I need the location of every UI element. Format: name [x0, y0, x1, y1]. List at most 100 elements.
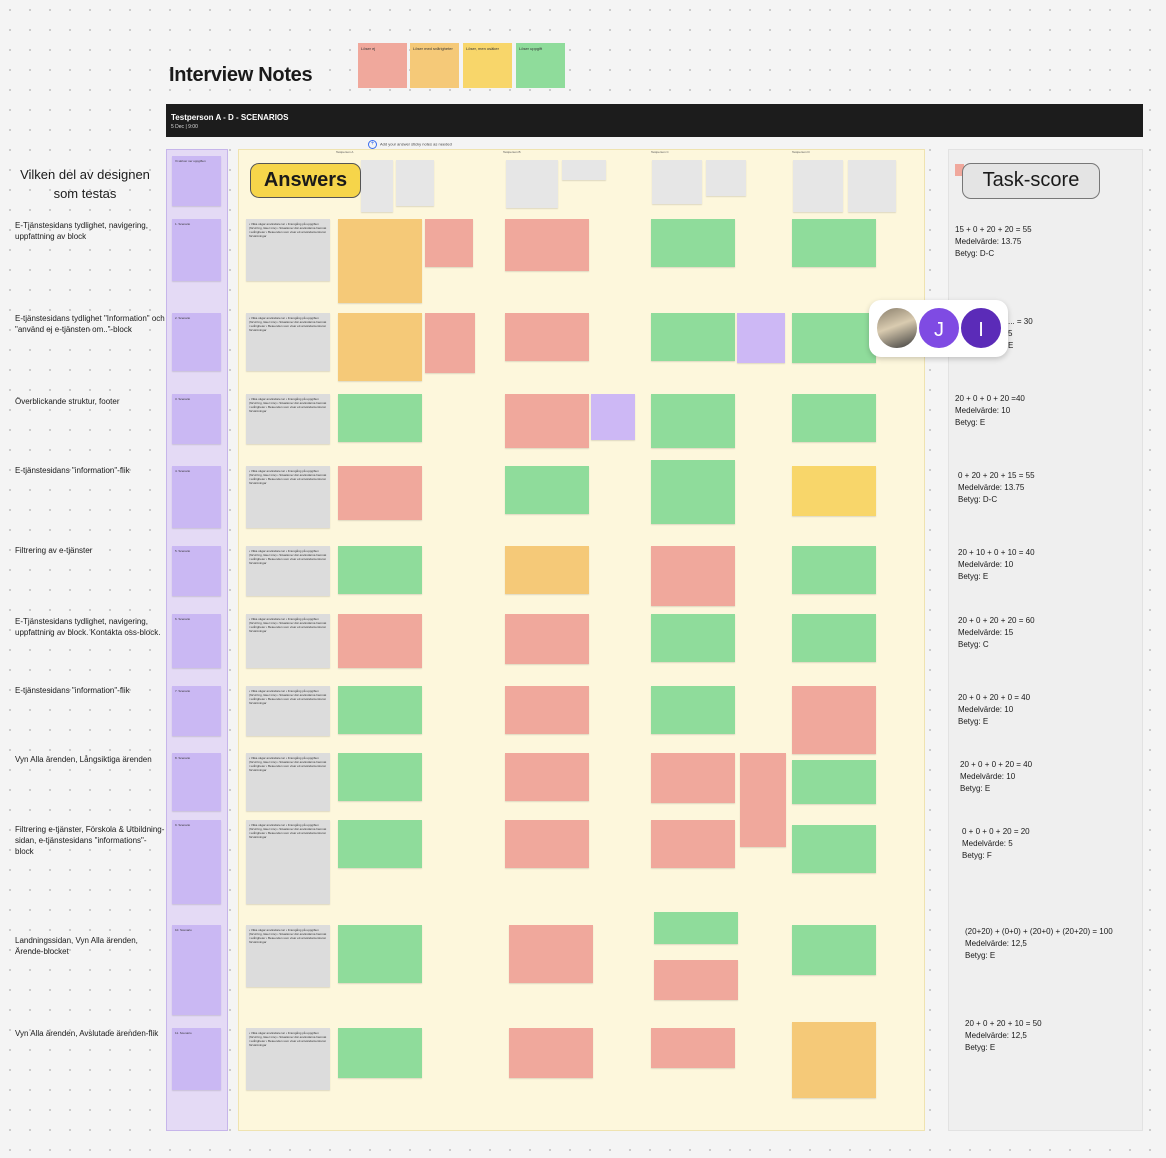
answer-note[interactable]	[651, 313, 735, 361]
intro-note[interactable]	[361, 160, 393, 212]
answer-note[interactable]	[651, 614, 735, 662]
answer-note[interactable]	[505, 219, 589, 271]
intro-note[interactable]	[652, 160, 702, 204]
answer-note[interactable]	[792, 546, 876, 594]
answer-note[interactable]	[505, 313, 589, 361]
score-mean: Medelvärde: 10	[958, 705, 1014, 714]
answer-note[interactable]	[338, 614, 422, 668]
score-block: ... = 30 5 E	[1008, 316, 1033, 352]
answer-note[interactable]	[338, 925, 422, 983]
avatar[interactable]	[875, 306, 919, 350]
legend-note-red[interactable]: Löser ej	[358, 43, 407, 88]
answer-note[interactable]	[505, 394, 589, 448]
answer-note[interactable]	[792, 466, 876, 516]
intro-note[interactable]	[793, 160, 843, 212]
observation-note[interactable]: • Vilka vägar användare tar • Framgång p…	[246, 466, 330, 528]
answer-note[interactable]	[654, 960, 738, 1000]
answer-note[interactable]	[505, 820, 589, 868]
intro-note[interactable]	[506, 160, 558, 208]
observation-note[interactable]: • Vilka vägar användare tar • Framgång p…	[246, 219, 330, 281]
answer-note[interactable]	[338, 1028, 422, 1078]
scenario-note[interactable]: 9. Scenario	[172, 820, 221, 904]
answer-note[interactable]	[792, 394, 876, 442]
answer-note[interactable]	[338, 394, 422, 442]
observation-note[interactable]: • Vilka vägar användare tar • Framgång p…	[246, 614, 330, 668]
answer-note[interactable]	[792, 925, 876, 975]
scenario-note[interactable]: Vi skriver ner uppgiften	[172, 156, 221, 206]
scenario-note[interactable]: 2. Scenario	[172, 313, 221, 371]
marker-note[interactable]	[955, 164, 964, 176]
answer-note[interactable]	[338, 753, 422, 801]
answer-note[interactable]	[338, 820, 422, 868]
score-sum: 20 + 10 + 0 + 10 = 40	[958, 548, 1035, 557]
scenario-note[interactable]: 5. Scenario	[172, 546, 221, 596]
answer-note[interactable]	[792, 760, 876, 804]
intro-note[interactable]	[706, 160, 746, 196]
answer-note[interactable]	[792, 219, 876, 267]
observation-note[interactable]: • Vilka vägar användare tar • Framgång p…	[246, 394, 330, 444]
answer-note[interactable]	[509, 1028, 593, 1078]
scenario-note[interactable]: 8. Scenario	[172, 753, 221, 811]
answer-note[interactable]	[338, 219, 422, 303]
scenario-note[interactable]: 7. Scenario	[172, 686, 221, 736]
score-sum: 20 + 0 + 20 + 0 = 40	[958, 693, 1031, 702]
observation-note[interactable]: • Vilka vägar användare tar • Framgång p…	[246, 820, 330, 904]
answer-note[interactable]	[651, 546, 735, 606]
answer-note[interactable]	[505, 546, 589, 594]
observation-note[interactable]: • Vilka vägar användare tar • Framgång p…	[246, 753, 330, 811]
answer-note[interactable]	[651, 820, 735, 868]
observation-note[interactable]: • Vilka vägar användare tar • Framgång p…	[246, 546, 330, 596]
intro-note[interactable]	[848, 160, 896, 212]
observation-note[interactable]: • Vilka vägar användare tar • Framgång p…	[246, 686, 330, 736]
answer-note[interactable]	[651, 753, 735, 803]
answer-note[interactable]	[792, 686, 876, 754]
answer-note[interactable]	[792, 614, 876, 662]
observation-note[interactable]: • Vilka vägar användare tar • Framgång p…	[246, 1028, 330, 1090]
answer-note[interactable]	[792, 825, 876, 873]
scenario-note[interactable]: 1. Scenario	[172, 219, 221, 281]
answer-note[interactable]	[654, 912, 738, 944]
collaborators-pill[interactable]: J I	[869, 300, 1008, 357]
avatar[interactable]: J	[917, 306, 961, 350]
answer-note[interactable]	[338, 686, 422, 734]
scenario-note-text: Vi skriver ner uppgiften	[175, 159, 206, 163]
answer-note[interactable]	[651, 394, 735, 448]
answer-note[interactable]	[792, 313, 876, 363]
answer-note[interactable]	[338, 546, 422, 594]
scenario-note[interactable]: 10. Scenario	[172, 925, 221, 1015]
add-notes-link[interactable]: + Add your answer sticky notes as needed	[368, 140, 452, 149]
answer-note[interactable]	[792, 1022, 876, 1098]
answer-note[interactable]	[651, 219, 735, 267]
answer-note[interactable]	[509, 925, 593, 983]
answer-note[interactable]	[425, 313, 475, 373]
answer-note[interactable]	[737, 313, 785, 363]
legend-note-yellow[interactable]: Löser, men osäker	[463, 43, 512, 88]
observation-note[interactable]: • Vilka vägar användare tar • Framgång p…	[246, 313, 330, 371]
answer-note[interactable]	[425, 219, 473, 267]
scenario-note[interactable]: 6. Scenario	[172, 614, 221, 668]
answer-note[interactable]	[651, 1028, 735, 1068]
answer-note[interactable]	[740, 753, 786, 847]
answer-note[interactable]	[591, 394, 635, 440]
legend-note-green[interactable]: Löser uppgift	[516, 43, 565, 88]
design-part-heading: Vilken del av designen som testas	[20, 167, 150, 201]
avatar[interactable]: I	[959, 306, 1003, 350]
answer-note[interactable]	[505, 686, 589, 734]
observation-note[interactable]: • Vilka vägar användare tar • Framgång p…	[246, 925, 330, 987]
answer-note[interactable]	[338, 466, 422, 520]
row-label: E-tjänstesidans tydlighet "Information" …	[15, 314, 165, 334]
answer-note[interactable]	[505, 614, 589, 664]
answer-note[interactable]	[505, 466, 589, 514]
intro-note[interactable]	[562, 160, 606, 180]
legend-note-orange[interactable]: Löser med svårigheter	[410, 43, 459, 88]
session-header[interactable]: Testperson A - D - SCENARIOS 5 Dec | 9:0…	[166, 104, 1143, 137]
scenario-note[interactable]: 4. Scenario	[172, 466, 221, 528]
answer-note[interactable]	[651, 686, 735, 734]
intro-note[interactable]	[396, 160, 434, 206]
answer-note[interactable]	[651, 460, 735, 524]
scenario-note[interactable]: 3. Scenario	[172, 394, 221, 444]
answer-note[interactable]	[505, 753, 589, 801]
scenario-note[interactable]: 11. Scenario	[172, 1028, 221, 1090]
answer-note[interactable]	[338, 313, 422, 381]
score-grade: Betyg: E	[965, 1043, 996, 1052]
